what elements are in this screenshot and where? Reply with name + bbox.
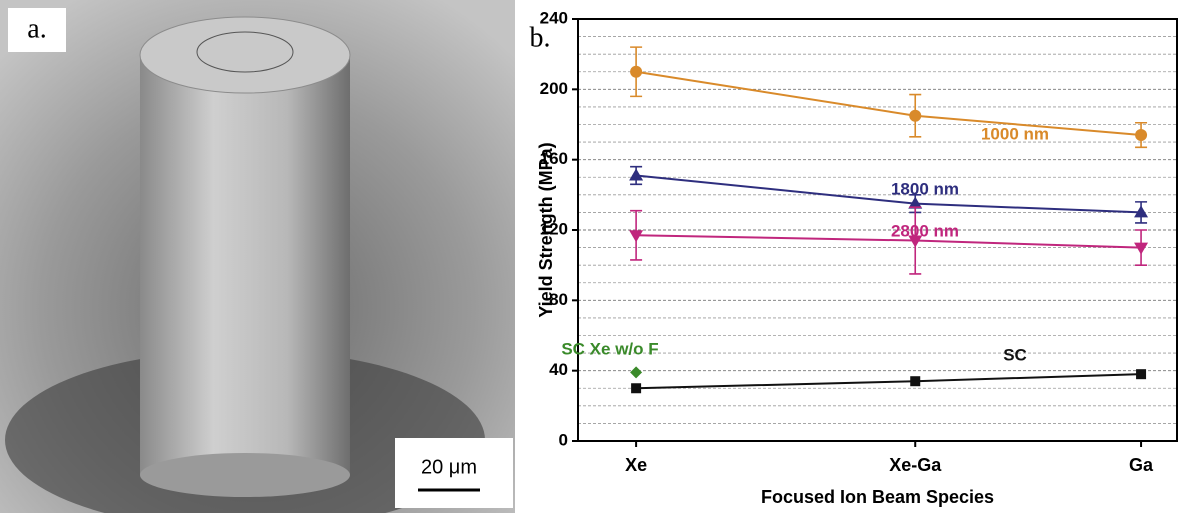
marker xyxy=(1135,129,1147,141)
series-line xyxy=(636,374,1141,388)
pillar xyxy=(140,55,350,475)
y-tick-label: 0 xyxy=(559,430,568,449)
sem-image: a. 20 μm xyxy=(0,0,515,513)
y-tick-label: 40 xyxy=(549,360,568,379)
page: a. 20 μm b. 04080120160200240XeXe-GaGaFo… xyxy=(0,0,1195,513)
series-line xyxy=(636,175,1141,212)
marker xyxy=(909,110,921,122)
marker xyxy=(910,376,920,386)
figure: a. 20 μm b. 04080120160200240XeXe-GaGaFo… xyxy=(0,0,1195,513)
marker xyxy=(631,383,641,393)
y-tick-label: 240 xyxy=(540,8,568,27)
marker xyxy=(1134,243,1148,255)
series-label: SC xyxy=(1003,345,1027,364)
marker xyxy=(629,168,643,180)
plot-frame xyxy=(578,19,1177,441)
y-tick-label: 200 xyxy=(540,79,568,98)
panel-label: a. xyxy=(27,13,46,44)
series-label: 2800 nm xyxy=(891,221,959,240)
series-label: SC Xe w/o F xyxy=(561,339,658,358)
series-label: 1000 nm xyxy=(981,124,1049,143)
marker xyxy=(630,66,642,78)
series-line xyxy=(636,235,1141,247)
x-tick-label: Xe xyxy=(625,455,647,475)
series-line xyxy=(636,72,1141,135)
marker xyxy=(1136,369,1146,379)
series-label: 1800 nm xyxy=(891,179,959,198)
y-axis-label: Yield Strength (MPa) xyxy=(536,142,556,317)
pillar-base xyxy=(140,453,350,497)
scale-bar-label: 20 μm xyxy=(421,456,477,478)
x-tick-label: Xe-Ga xyxy=(889,455,942,475)
marker xyxy=(630,366,642,378)
x-tick-label: Ga xyxy=(1129,455,1154,475)
pillar-top xyxy=(140,17,350,93)
x-axis-label: Focused Ion Beam Species xyxy=(761,487,994,507)
